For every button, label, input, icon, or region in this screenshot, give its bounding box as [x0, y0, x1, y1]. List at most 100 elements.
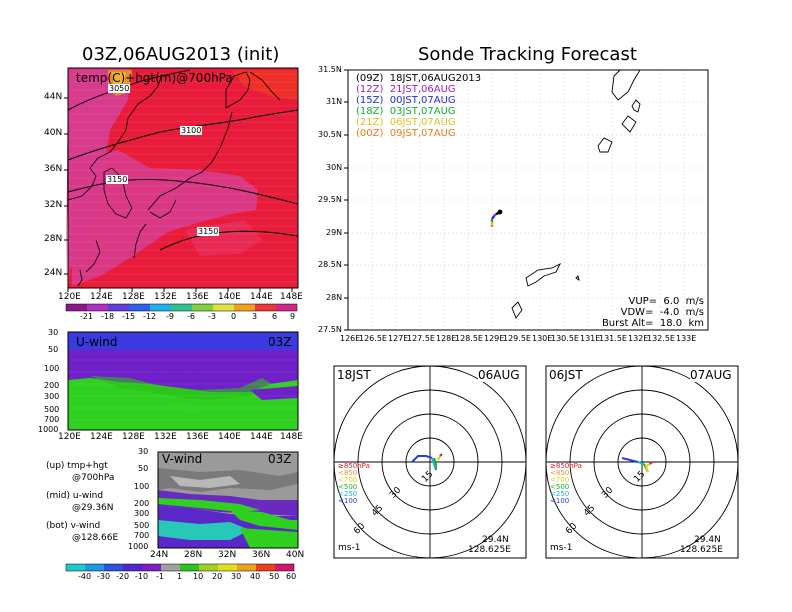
polar2-time-left: 06JST: [549, 368, 583, 382]
p-tick: 500: [134, 521, 150, 530]
lat-tick: 32N: [218, 550, 237, 560]
lat-tick: 28N: [184, 550, 203, 560]
launch-params: VUP= 6.0 m/s VDW= -4.0 m/s Burst Alt= 18…: [600, 296, 704, 329]
polar2-level-legend: ≥850hPa <850 <700 <500 <250 <100: [550, 463, 582, 505]
wind-colorbar-label: 10: [193, 572, 204, 581]
level-entry: <850: [338, 469, 358, 477]
colorbar-label: -9: [166, 312, 174, 321]
tracking-legend: (09Z) 18JST,06AUG2013 (12Z) 21JST,06AUG …: [356, 73, 481, 139]
lon-tick: 131.5E: [599, 334, 627, 343]
colorbar-label: 6: [272, 312, 278, 321]
wind-colorbar-label: 30: [231, 572, 242, 581]
lat-tick: 32N: [44, 200, 63, 210]
level-entry: <100: [338, 497, 358, 505]
lon-tick: 148E: [280, 432, 303, 442]
lon-tick: 140E: [218, 432, 241, 442]
lon-tick: 130.5E: [551, 334, 579, 343]
contour-label: 3050: [108, 84, 131, 93]
lon-tick: 129E: [484, 334, 505, 343]
wind-colorbar-label: 60: [286, 572, 297, 581]
level-entry: <700: [338, 476, 358, 484]
polar-plot-1: [333, 365, 527, 559]
lat-tick: 28.5N: [318, 260, 342, 269]
wind-colorbar-label: 20: [212, 572, 223, 581]
vwind-label: V-wind: [162, 452, 203, 466]
burst-alt-value: Burst Alt= 18.0 km: [601, 318, 704, 329]
colorbar-label: 0: [231, 312, 237, 321]
temp-colorbar: [65, 303, 298, 312]
uwind-time: 03Z: [268, 335, 292, 349]
legend-line: @29.36N: [72, 503, 114, 513]
colorbar-label: -21: [80, 312, 94, 321]
lat-tick: 31.5N: [318, 65, 342, 74]
polar1-time-left: 18JST: [337, 368, 371, 382]
lon-tick: 140E: [218, 292, 241, 302]
uwind-panel: [67, 331, 299, 431]
colorbar-label: -15: [122, 312, 136, 321]
wind-colorbar-label: 40: [250, 572, 261, 581]
polar2-lat: 29.4N: [694, 535, 721, 545]
legend-entry: (12Z) 21JST,06AUG: [356, 84, 456, 95]
legend-entry: (09Z) 18JST,06AUG2013: [356, 73, 482, 84]
lon-tick: 127.5E: [407, 334, 435, 343]
lon-tick: 127E: [388, 334, 409, 343]
lat-tick: 28N: [44, 234, 63, 244]
legend-line: (mid) u-wind: [46, 491, 104, 501]
lat-tick: 36N: [44, 164, 63, 174]
lon-tick: 120E: [58, 292, 81, 302]
p-tick: 1000: [128, 542, 149, 551]
sonde-track: [490, 209, 503, 227]
wind-colorbar-label: -30: [97, 572, 111, 581]
lat-tick: 27.5N: [318, 325, 342, 334]
wind-colorbar: [65, 563, 295, 572]
lon-tick: 144E: [250, 432, 273, 442]
lon-tick: 130E: [532, 334, 553, 343]
polar1-lon: 128.625E: [468, 545, 511, 555]
legend-entry: (00Z) 09JST,07AUG: [356, 128, 456, 139]
legend-line: @700hPa: [72, 473, 115, 483]
map-field-label: temp(C)+hgt(m)@700hPa: [76, 71, 233, 85]
lon-tick: 136E: [186, 432, 209, 442]
lat-tick: 24N: [44, 268, 63, 278]
lon-tick: 128E: [122, 432, 145, 442]
colorbar-label: -18: [101, 312, 115, 321]
p-tick: 30: [48, 328, 59, 337]
lon-tick: 144E: [250, 292, 273, 302]
contour-label: 3150: [106, 175, 129, 184]
wind-colorbar-label: 50: [269, 572, 280, 581]
level-entry: <500: [550, 483, 570, 491]
level-entry: ≥850hPa: [338, 462, 370, 470]
lat-tick: 44N: [44, 92, 63, 102]
lon-tick: 124E: [90, 292, 113, 302]
vwind-panel: [157, 451, 299, 549]
tracking-title: Sonde Tracking Forecast: [418, 44, 637, 65]
lon-tick: 132E: [154, 432, 177, 442]
polar2-unit: ms-1: [550, 543, 573, 553]
wind-colorbar-label: -40: [78, 572, 92, 581]
lat-tick: 29N: [326, 228, 343, 237]
contour-label: 3150: [197, 227, 220, 236]
p-tick: 100: [134, 482, 150, 491]
lon-tick: 132.5E: [647, 334, 675, 343]
wind-colorbar-label: -1: [156, 572, 164, 581]
lon-tick: 128.5E: [455, 334, 483, 343]
p-tick: 50: [138, 464, 149, 473]
vwind-time: 03Z: [268, 452, 292, 466]
level-entry: <700: [550, 476, 570, 484]
lon-tick: 133E: [676, 334, 697, 343]
vdw-value: VDW= -4.0 m/s: [620, 307, 704, 318]
level-entry: ≥850hPa: [550, 462, 582, 470]
lat-tick: 30.5N: [318, 130, 342, 139]
lon-tick: 131E: [580, 334, 601, 343]
colorbar-label: 9: [290, 312, 296, 321]
wind-colorbar-label: -10: [135, 572, 149, 581]
p-tick: 200: [134, 499, 150, 508]
lon-tick: 126.5E: [359, 334, 387, 343]
vup-value: VUP= 6.0 m/s: [628, 296, 704, 307]
lat-tick: 29.5N: [318, 195, 342, 204]
polar-plot-2: [545, 365, 739, 559]
lon-tick: 126E: [340, 334, 361, 343]
lon-tick: 128E: [436, 334, 457, 343]
